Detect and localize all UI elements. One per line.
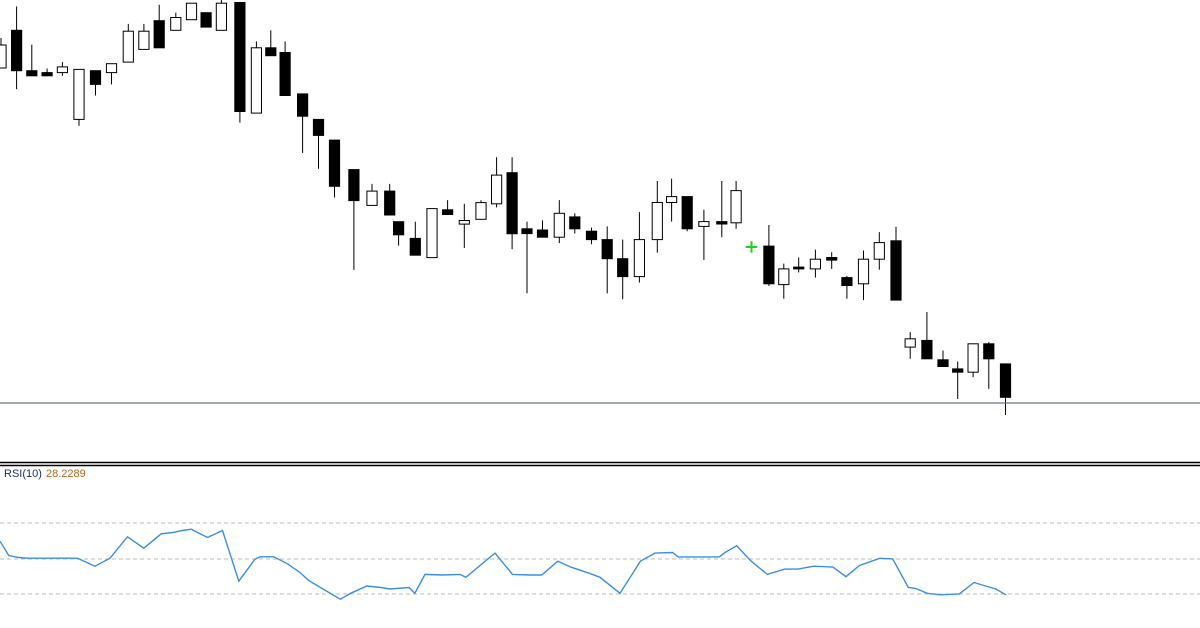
svg-text:28.2289: 28.2289 (46, 468, 86, 480)
svg-text:RSI(10): RSI(10) (4, 468, 42, 480)
